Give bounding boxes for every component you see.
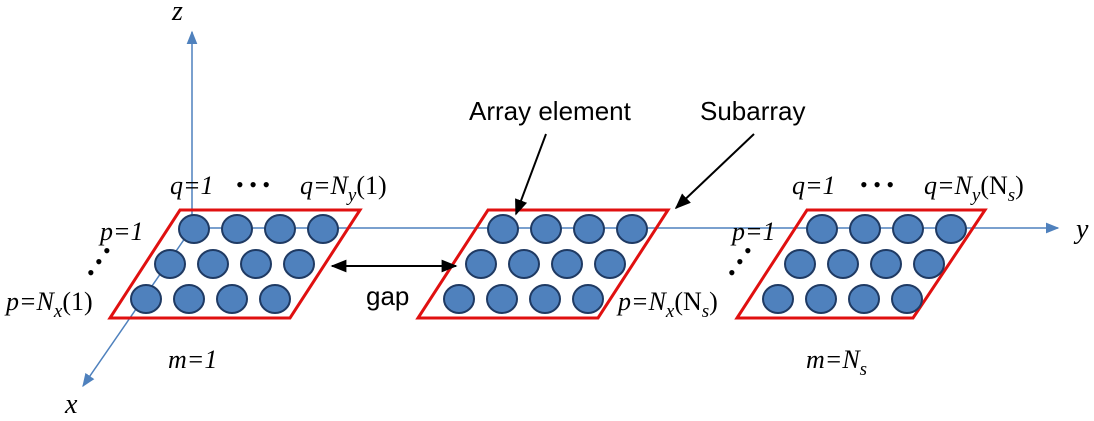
sub1-q-last-arg: (1) bbox=[356, 171, 386, 200]
sub1-p-last-sub: x bbox=[53, 301, 63, 322]
subarray-middle-elements bbox=[443, 214, 648, 314]
sub1-p-last-base: p=N bbox=[4, 287, 56, 316]
array-element bbox=[870, 249, 902, 279]
sub1-p-first: p=1 bbox=[98, 217, 144, 246]
array-element bbox=[892, 214, 924, 244]
array-element bbox=[848, 284, 880, 314]
sub1-p-dot1: • bbox=[103, 238, 111, 263]
array-element bbox=[891, 284, 923, 314]
subns-q-last-arg: (N bbox=[980, 171, 1008, 200]
array-element bbox=[529, 284, 561, 314]
array-element-label: Array element bbox=[469, 96, 632, 126]
sub1-q-last-sub: y bbox=[346, 185, 357, 206]
subns-p-last-sub: x bbox=[665, 301, 675, 322]
subns-m-sub: s bbox=[860, 359, 867, 380]
array-element bbox=[805, 284, 837, 314]
array-element bbox=[173, 284, 205, 314]
subns-p-last-arg-close: ) bbox=[709, 287, 718, 316]
array-element bbox=[573, 214, 605, 244]
array-element bbox=[616, 214, 648, 244]
subns-m-base: m=N bbox=[806, 345, 861, 374]
array-element bbox=[240, 249, 272, 279]
subns-q-last: q=Ny(Ns) bbox=[924, 171, 1024, 206]
subns-q-last-arg-close: ) bbox=[1015, 171, 1024, 200]
sub1-m-label: m=1 bbox=[168, 345, 217, 374]
array-element bbox=[508, 249, 540, 279]
sub1-p-dot2: • bbox=[95, 249, 103, 274]
subarray-middle-border bbox=[415, 208, 671, 320]
sub1-p-dot3: • bbox=[87, 260, 95, 285]
array-element bbox=[154, 249, 186, 279]
subarray-1-elements bbox=[130, 214, 339, 314]
array-element bbox=[594, 249, 626, 279]
subns-q-last-arg-sub: s bbox=[1008, 185, 1015, 206]
array-element bbox=[216, 284, 248, 314]
array-element bbox=[530, 214, 562, 244]
array-element bbox=[806, 214, 838, 244]
subarray-ns-elements bbox=[762, 214, 967, 314]
array-element bbox=[307, 214, 339, 244]
array-element bbox=[551, 249, 583, 279]
subns-q-last-sub: y bbox=[970, 185, 981, 206]
array-element bbox=[935, 214, 967, 244]
array-element bbox=[784, 249, 816, 279]
sub1-q-last-base: q=N bbox=[300, 171, 350, 200]
array-element bbox=[486, 284, 518, 314]
subns-p-dot3: • bbox=[728, 260, 736, 285]
subns-m-label: m=Ns bbox=[806, 345, 867, 380]
x-axis-label: x bbox=[64, 389, 78, 420]
subns-q-first: q=1 bbox=[792, 171, 836, 200]
array-element-arrow bbox=[515, 133, 547, 216]
y-axis-label: y bbox=[1073, 214, 1089, 245]
subarray-label: Subarray bbox=[700, 96, 806, 126]
sub1-q-ellipsis: • • • bbox=[236, 172, 270, 197]
array-element bbox=[913, 249, 945, 279]
subarray-ns bbox=[734, 208, 988, 320]
gap-label: gap bbox=[366, 281, 409, 311]
array-element bbox=[849, 214, 881, 244]
array-element bbox=[221, 214, 253, 244]
array-element bbox=[465, 249, 497, 279]
subarray-arrow bbox=[674, 133, 755, 210]
subns-p-last-arg-sub: s bbox=[702, 301, 709, 322]
subns-p-dot1: • bbox=[744, 238, 752, 263]
subns-q-ellipsis: • • • bbox=[860, 172, 894, 197]
array-element bbox=[130, 284, 162, 314]
subns-p-last: p=Nx(Ns) bbox=[616, 287, 718, 322]
array-element bbox=[443, 284, 475, 314]
array-element bbox=[259, 284, 291, 314]
sub1-q-first: q=1 bbox=[170, 171, 214, 200]
subns-p-dot2: • bbox=[736, 249, 744, 274]
array-element bbox=[178, 214, 210, 244]
sub1-p-last-arg: (1) bbox=[62, 287, 92, 316]
array-element bbox=[197, 249, 229, 279]
array-element bbox=[572, 284, 604, 314]
subns-p-last-arg: (N bbox=[674, 287, 702, 316]
subarray-1 bbox=[107, 208, 363, 320]
array-element bbox=[283, 249, 315, 279]
sub1-q-last: q=Ny(1) bbox=[300, 171, 387, 206]
array-element bbox=[487, 214, 519, 244]
subarray-1-border bbox=[107, 208, 363, 320]
subns-p-first: p=1 bbox=[730, 217, 776, 246]
subns-p-last-base: p=N bbox=[616, 287, 668, 316]
array-element bbox=[264, 214, 296, 244]
subarray-ns-border bbox=[734, 208, 988, 320]
z-axis-label: z bbox=[171, 0, 183, 27]
array-element bbox=[762, 284, 794, 314]
subarray-middle bbox=[415, 208, 671, 320]
subns-q-last-base: q=N bbox=[924, 171, 974, 200]
array-element bbox=[827, 249, 859, 279]
sub1-p-last: p=Nx(1) bbox=[4, 287, 93, 322]
